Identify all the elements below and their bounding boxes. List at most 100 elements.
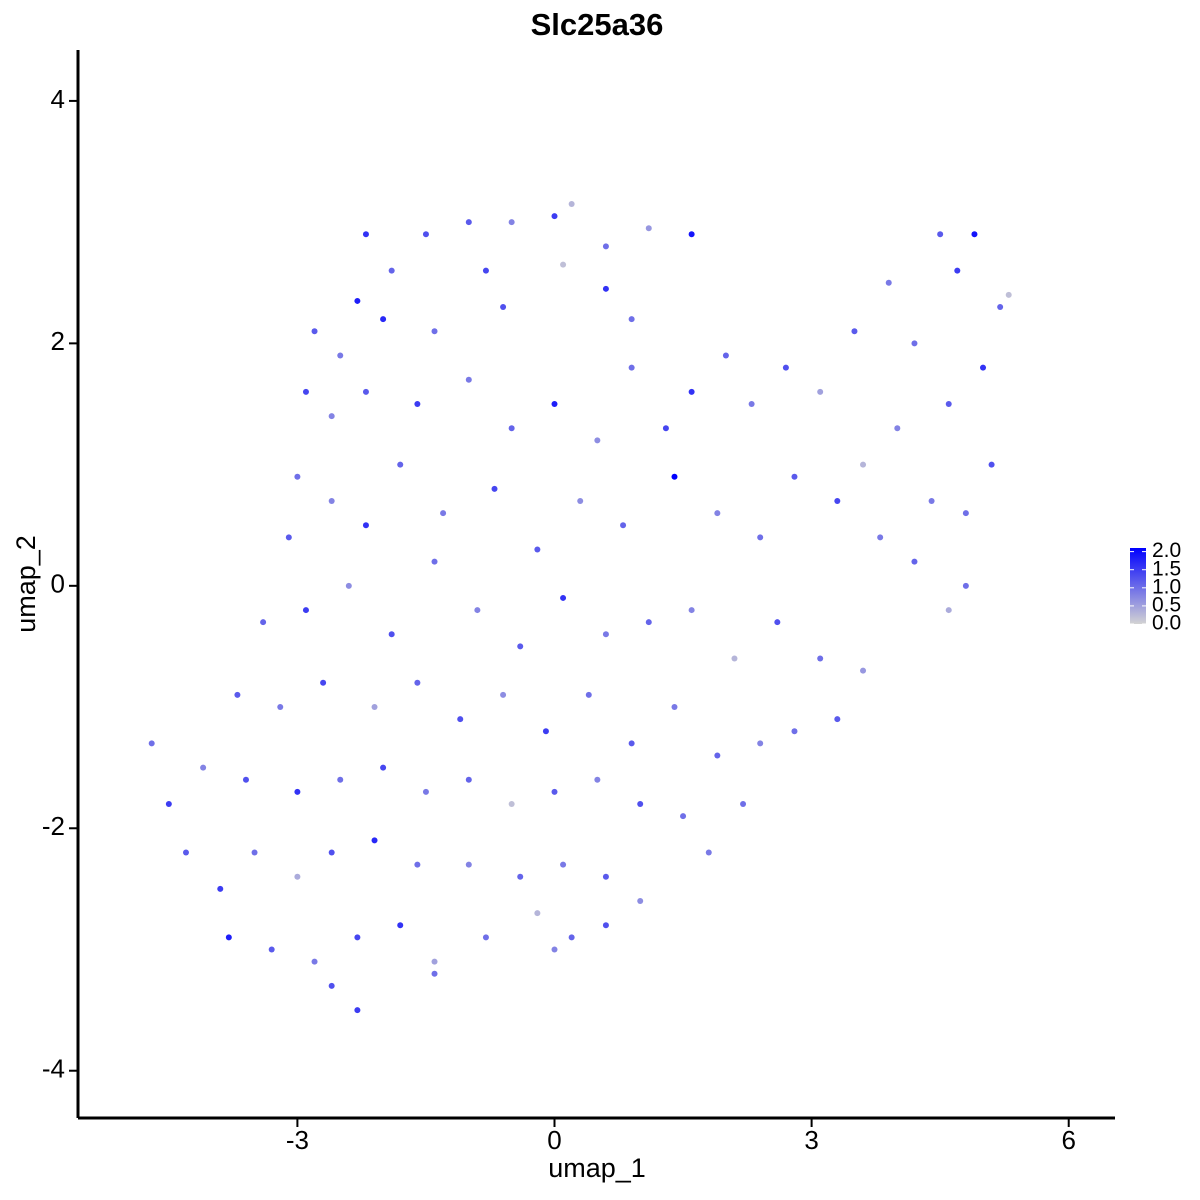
point bbox=[877, 534, 884, 541]
point bbox=[328, 849, 335, 856]
point bbox=[748, 400, 755, 407]
point bbox=[560, 261, 567, 268]
x-tick-label: 6 bbox=[1061, 1125, 1075, 1155]
point bbox=[465, 861, 472, 868]
point bbox=[1005, 291, 1012, 298]
point bbox=[328, 982, 335, 989]
point bbox=[577, 497, 584, 504]
point bbox=[414, 679, 421, 686]
point bbox=[551, 213, 558, 220]
point bbox=[945, 400, 952, 407]
y-tick-label: 4 bbox=[51, 84, 65, 114]
point bbox=[320, 679, 327, 686]
y-tick-label: 0 bbox=[51, 569, 65, 599]
point bbox=[705, 849, 712, 856]
colorbar-label: 1.0 bbox=[1152, 575, 1181, 598]
x-axis-label: umap_1 bbox=[548, 1153, 646, 1183]
point bbox=[834, 716, 841, 723]
point bbox=[182, 849, 189, 856]
point bbox=[671, 473, 678, 480]
x-tick-label: 0 bbox=[547, 1125, 561, 1155]
colorbar-label: 2.0 bbox=[1152, 539, 1181, 562]
point bbox=[860, 461, 867, 468]
point bbox=[594, 776, 601, 783]
point bbox=[534, 546, 541, 553]
y-tick-label: -4 bbox=[42, 1054, 65, 1084]
point bbox=[714, 510, 721, 517]
point bbox=[791, 728, 798, 735]
point bbox=[371, 837, 378, 844]
point bbox=[602, 922, 609, 929]
point bbox=[568, 934, 575, 941]
point bbox=[517, 643, 524, 650]
point bbox=[560, 594, 567, 601]
y-tick-label: -2 bbox=[42, 811, 65, 841]
point bbox=[397, 922, 404, 929]
point bbox=[928, 497, 935, 504]
point bbox=[817, 388, 824, 395]
point bbox=[345, 582, 352, 589]
point bbox=[431, 558, 438, 565]
point bbox=[585, 691, 592, 698]
point bbox=[851, 328, 858, 335]
point bbox=[362, 388, 369, 395]
point bbox=[834, 497, 841, 504]
point bbox=[225, 934, 232, 941]
point bbox=[962, 510, 969, 517]
point bbox=[560, 861, 567, 868]
point bbox=[482, 267, 489, 274]
point bbox=[680, 813, 687, 820]
point bbox=[422, 788, 429, 795]
point bbox=[397, 461, 404, 468]
point bbox=[688, 231, 695, 238]
point bbox=[354, 934, 361, 941]
point bbox=[568, 200, 575, 207]
point bbox=[491, 485, 498, 492]
point bbox=[242, 776, 249, 783]
point bbox=[354, 1007, 361, 1014]
point bbox=[431, 958, 438, 965]
point bbox=[508, 425, 515, 432]
point bbox=[328, 413, 335, 420]
point bbox=[645, 225, 652, 232]
point bbox=[277, 704, 284, 711]
point bbox=[671, 704, 678, 711]
point bbox=[465, 219, 472, 226]
point bbox=[457, 716, 464, 723]
point bbox=[294, 873, 301, 880]
point bbox=[508, 801, 515, 808]
point bbox=[474, 607, 481, 614]
point bbox=[645, 619, 652, 626]
point bbox=[200, 764, 207, 771]
point bbox=[431, 328, 438, 335]
point bbox=[885, 279, 892, 286]
colorbar bbox=[1130, 548, 1146, 624]
point bbox=[791, 473, 798, 480]
point bbox=[937, 231, 944, 238]
point bbox=[148, 740, 155, 747]
point bbox=[817, 655, 824, 662]
point bbox=[602, 631, 609, 638]
chart-title: Slc25a36 bbox=[531, 7, 664, 42]
point bbox=[688, 607, 695, 614]
point bbox=[602, 873, 609, 880]
point bbox=[714, 752, 721, 759]
point bbox=[662, 425, 669, 432]
point bbox=[997, 303, 1004, 310]
point bbox=[911, 340, 918, 347]
point bbox=[508, 219, 515, 226]
point bbox=[774, 619, 781, 626]
point bbox=[911, 558, 918, 565]
point bbox=[594, 437, 601, 444]
point bbox=[980, 364, 987, 371]
point bbox=[414, 861, 421, 868]
point bbox=[722, 352, 729, 359]
point bbox=[542, 728, 549, 735]
point bbox=[500, 303, 507, 310]
point bbox=[534, 910, 541, 917]
point bbox=[268, 946, 275, 953]
point bbox=[757, 740, 764, 747]
point bbox=[500, 691, 507, 698]
point bbox=[165, 801, 172, 808]
